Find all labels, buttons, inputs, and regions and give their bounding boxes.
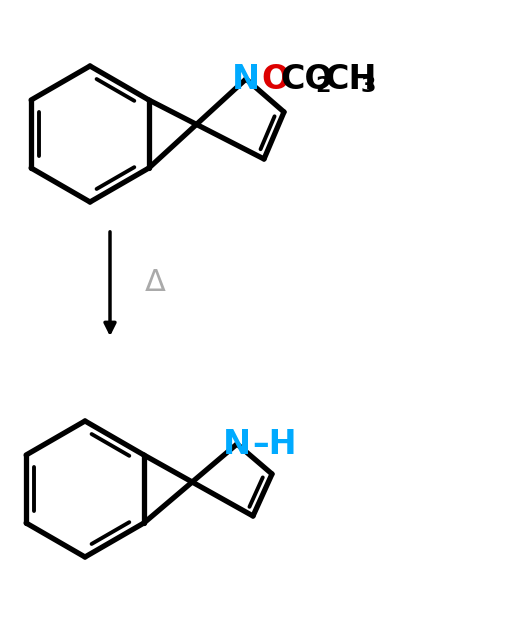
Text: CH: CH	[324, 62, 377, 95]
Text: N: N	[232, 62, 260, 95]
Text: N: N	[223, 428, 251, 460]
Text: CO: CO	[280, 62, 333, 95]
Text: O: O	[261, 62, 289, 95]
Text: –H: –H	[252, 428, 297, 460]
Text: 2: 2	[315, 76, 330, 96]
Text: 3: 3	[361, 76, 377, 96]
Text: Δ: Δ	[145, 267, 166, 296]
